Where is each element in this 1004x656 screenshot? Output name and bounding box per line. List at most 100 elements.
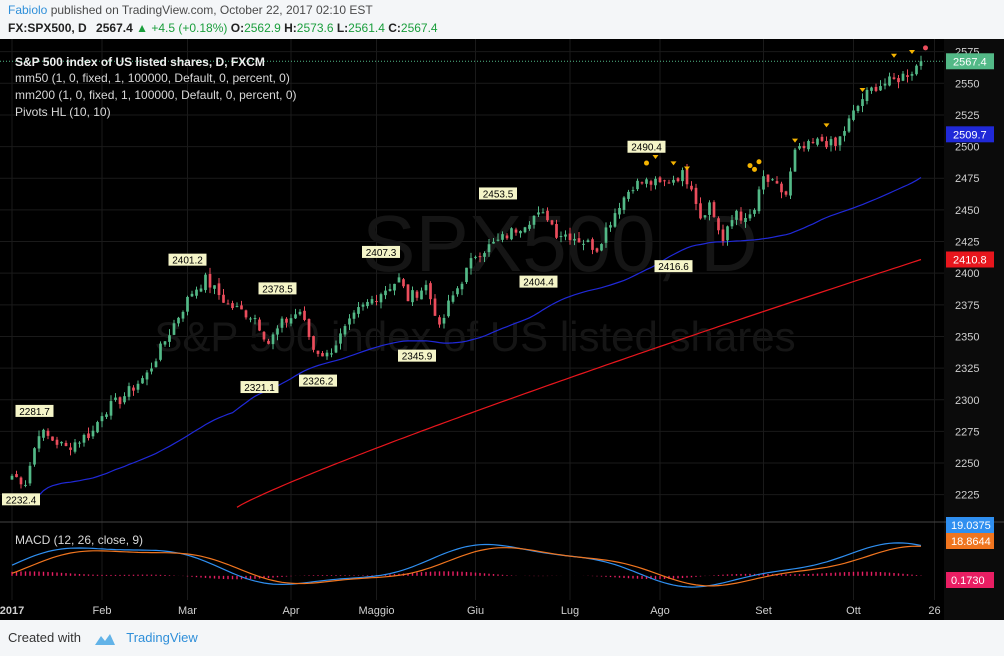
x-tick-label: Mar bbox=[178, 605, 197, 617]
candle-body bbox=[82, 434, 86, 443]
candle-body bbox=[105, 414, 108, 417]
candle-body bbox=[685, 169, 689, 185]
legend-mm200[interactable]: mm200 (1, 0, fixed, 1, 100000, Default, … bbox=[15, 88, 297, 102]
mm200-line bbox=[236, 258, 922, 508]
macd-value-tag bbox=[946, 572, 994, 588]
pivot-marker bbox=[792, 138, 798, 143]
candle-body bbox=[10, 475, 14, 480]
candle-body bbox=[78, 442, 81, 444]
candle-body bbox=[379, 294, 383, 303]
candle-body bbox=[64, 442, 68, 447]
candle-body bbox=[775, 181, 779, 184]
candle-body bbox=[825, 141, 828, 148]
x-tick-label: 2017 bbox=[0, 605, 24, 617]
candle-body bbox=[321, 353, 324, 357]
candle-body bbox=[87, 433, 90, 439]
candle-body bbox=[199, 288, 203, 292]
candle-body bbox=[883, 83, 887, 86]
candle-body bbox=[114, 397, 117, 400]
pivot-label: 2407.3 bbox=[366, 248, 397, 259]
candle-body bbox=[195, 289, 198, 296]
tradingview-link[interactable]: TradingView bbox=[126, 630, 198, 645]
candle-body bbox=[807, 141, 810, 150]
y-tick-label: 2500 bbox=[955, 142, 979, 154]
pivot-label: 2232.4 bbox=[6, 495, 37, 506]
signal-dot bbox=[752, 166, 757, 172]
candle-body bbox=[505, 235, 509, 239]
price-axis[interactable]: 2225 2250 2275 2300 2325 2350 2375 2400 2425 2450… bbox=[955, 47, 979, 502]
grid bbox=[0, 39, 944, 620]
candle-body bbox=[100, 416, 104, 422]
pivot-label-box bbox=[168, 253, 207, 266]
candle-body bbox=[514, 229, 518, 233]
candle-body bbox=[663, 180, 666, 182]
candle-body bbox=[892, 77, 896, 79]
candle-body bbox=[172, 323, 176, 335]
candle-body bbox=[357, 307, 360, 314]
macd-pane: 19.0375 18.8644 0.1730 bbox=[11, 517, 994, 588]
pivot-marker bbox=[909, 49, 915, 54]
candle-body bbox=[163, 341, 167, 345]
candle-body bbox=[649, 181, 653, 185]
candle-body bbox=[460, 283, 464, 290]
candle-body bbox=[546, 210, 549, 221]
candle-body bbox=[73, 442, 77, 452]
candles bbox=[10, 55, 923, 489]
pivot-label: 2416.6 bbox=[658, 262, 689, 273]
price-chart[interactable]: SPX500, D S&P 500 index of US listed sha… bbox=[0, 39, 1004, 624]
price-tag-label: 2410.8 bbox=[953, 255, 987, 267]
candle-body bbox=[96, 422, 99, 433]
pivot-label: 2326.2 bbox=[303, 377, 334, 388]
candle-body bbox=[699, 203, 702, 219]
candle-body bbox=[622, 197, 626, 210]
pivot-label: 2404.4 bbox=[523, 278, 554, 289]
y-tick-label: 2275 bbox=[955, 426, 979, 438]
candle-body bbox=[312, 336, 315, 350]
legend-macd[interactable]: MACD (12, 26, close, 9) bbox=[15, 533, 143, 547]
macd-value-label: 0.1730 bbox=[951, 575, 985, 587]
price-tag-label: 2509.7 bbox=[953, 129, 987, 141]
candle-body bbox=[519, 230, 522, 234]
candle-body bbox=[834, 137, 837, 146]
candle-body bbox=[856, 106, 860, 112]
candle-body bbox=[573, 238, 576, 241]
pivot-label-box bbox=[398, 349, 436, 362]
author-link[interactable]: Fabiolo bbox=[8, 3, 48, 17]
y-tick-label: 2375 bbox=[955, 300, 979, 312]
candle-body bbox=[541, 212, 545, 214]
candle-body bbox=[123, 396, 126, 403]
candle-body bbox=[757, 189, 761, 212]
change-value: +4.5 (+0.18%) bbox=[151, 21, 228, 35]
pivot-marker bbox=[823, 123, 830, 128]
candle-body bbox=[42, 429, 45, 438]
signal-line bbox=[11, 545, 922, 587]
candle-body bbox=[433, 298, 437, 316]
candle-body bbox=[33, 448, 36, 465]
pivot-label: 2453.5 bbox=[483, 189, 514, 200]
candle-body bbox=[478, 256, 482, 258]
legend-mm50[interactable]: mm50 (1, 0, fixed, 1, 100000, Default, 0… bbox=[15, 71, 290, 85]
candle-body bbox=[847, 118, 851, 132]
candle-body bbox=[604, 227, 608, 243]
candle-body bbox=[564, 234, 567, 237]
signal-dot bbox=[644, 160, 649, 166]
time-axis[interactable]: 2017 Feb Mar Apr Maggio Giu Lug Ago Set Ott 26 bbox=[0, 600, 944, 620]
candle-body bbox=[132, 387, 135, 391]
candle-body bbox=[316, 350, 320, 354]
candle-body bbox=[690, 185, 693, 190]
price-tag bbox=[946, 126, 994, 143]
price-tag-label: 2567.4 bbox=[953, 56, 987, 68]
candle-body bbox=[411, 290, 414, 303]
candle-body bbox=[483, 253, 486, 257]
chart-background bbox=[0, 39, 944, 620]
candle-body bbox=[555, 223, 558, 238]
last-price: 2567.4 bbox=[96, 21, 133, 35]
candle-body bbox=[402, 279, 405, 287]
pivot-marker bbox=[891, 53, 897, 58]
candle-body bbox=[780, 183, 783, 193]
candle-body bbox=[406, 284, 410, 302]
legend-pivots[interactable]: Pivots HL (10, 10) bbox=[15, 105, 111, 119]
candle-body bbox=[424, 284, 428, 291]
candle-body bbox=[843, 130, 846, 136]
mm50-line bbox=[34, 176, 922, 501]
